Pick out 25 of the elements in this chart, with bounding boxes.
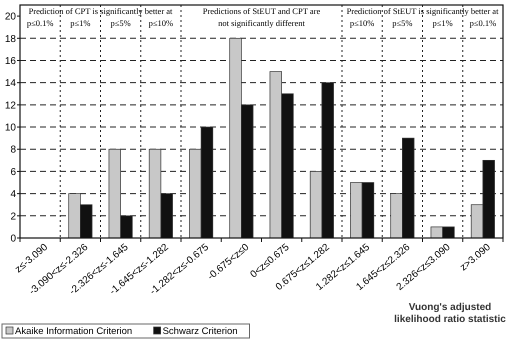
y-tick-label: 8	[10, 144, 16, 156]
y-tick-label: 0	[10, 234, 16, 244]
annotation: Prediction of CPT is significantly better at	[28, 6, 174, 16]
annotation: p≤0.1%	[26, 18, 54, 28]
y-tick-label: 18	[4, 34, 16, 45]
y-tick-label: 6	[10, 166, 16, 178]
annotation: Predictions of StEUT and CPT are not significantly different	[202, 6, 320, 28]
legend-label: Akaike Information Criterion	[15, 326, 132, 337]
annotation: p≤10%	[350, 18, 374, 28]
annotation: Prediction of StEUT is significantly better at	[346, 6, 500, 16]
annotation: p≤5%	[110, 18, 131, 28]
y-tick-label: 16	[4, 56, 16, 67]
y-tick-label: 12	[4, 100, 16, 112]
annotation: p≤0.1%	[470, 18, 496, 28]
y-tick-label: 4	[10, 189, 16, 200]
annotation: p≤1%	[432, 18, 453, 28]
annotation: p≤5%	[392, 18, 412, 28]
y-tick-label: 10	[4, 122, 16, 134]
y-tick-label: 2	[10, 211, 16, 222]
y-tick-label: 14	[4, 78, 16, 90]
y-tick-label: 20	[4, 12, 16, 23]
annotation: p≤10%	[148, 18, 174, 28]
annotation: p≤1%	[70, 18, 90, 28]
legend-label: Schwarz Criterion	[162, 326, 238, 337]
x-axis-title: Vuong's adjusted likelihood ratio statistic	[394, 302, 506, 325]
